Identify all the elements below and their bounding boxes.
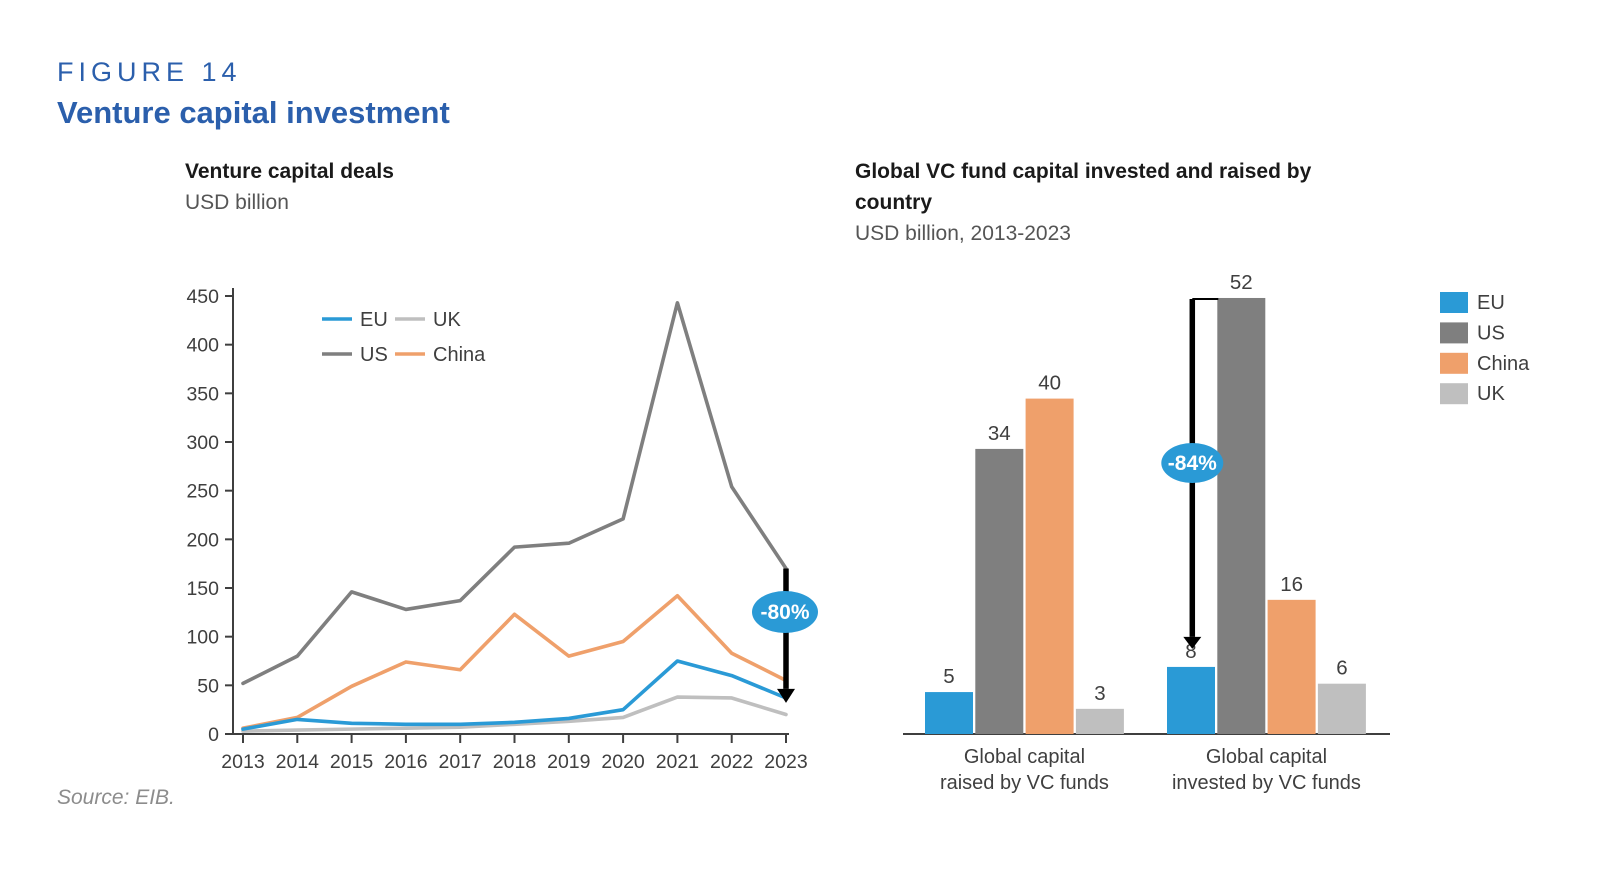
bar-US-group1 [1217, 297, 1266, 734]
legend-swatch-EU [1440, 292, 1468, 313]
bar-US-group0 [975, 448, 1024, 734]
legend-swatch-UK [1440, 383, 1468, 405]
bar-China-group1 [1267, 599, 1316, 734]
decline-arrowhead [777, 688, 795, 703]
bar-value-EU-group0: 5 [943, 665, 954, 688]
y-tick-label: 250 [186, 481, 219, 503]
legend-swatch-US [1440, 322, 1468, 344]
bar-chart-subtitle: USD billion, 2013-2023 [855, 222, 1071, 245]
y-tick-label: 300 [186, 432, 219, 454]
bar-chart: 5 8 34 52 40 16 3 6 Global capital raised by VC f… [903, 271, 1530, 794]
legend-label-China: China [1477, 353, 1530, 375]
line-chart-title: Venture capital deals [185, 160, 394, 183]
figure-label: FIGURE 14 [57, 57, 242, 87]
x-tick-label: 2020 [601, 751, 645, 773]
legend-label-US: US [1477, 322, 1505, 344]
x-tick-label: 2018 [493, 751, 536, 773]
y-tick-label: 200 [186, 529, 219, 551]
bar-chart-title: Global VC fund capital invested and rais… [855, 160, 1312, 214]
line-chart-subtitle: USD billion [185, 191, 289, 214]
bar-UK-group1 [1317, 683, 1366, 734]
bar-chart-header: Global VC fund capital invested and rais… [855, 156, 1333, 249]
y-tick-label: 50 [197, 675, 219, 697]
legend-swatch-China [1440, 352, 1468, 374]
legend-label-UK: UK [1477, 383, 1505, 405]
legend-label-EU: EU [360, 309, 388, 331]
bar-value-US-group1: 52 [1230, 271, 1253, 294]
bar-value-EU-group1: 8 [1185, 640, 1196, 663]
category-label-0-line0: Global capital [964, 746, 1085, 768]
y-tick-label: 100 [186, 627, 219, 649]
legend-label-UK: UK [433, 309, 461, 331]
x-tick-label: 2021 [656, 751, 699, 773]
x-tick-label: 2023 [764, 751, 807, 773]
line-chart: 0 50 100 150 200 250 300 350 400 450 2013 2014 2015 2… [186, 286, 818, 773]
x-tick-label: 2022 [710, 751, 753, 773]
x-tick-label: 2015 [330, 751, 374, 773]
annotation-label: -84% [1168, 452, 1217, 475]
annotation-label: -80% [760, 601, 809, 624]
bar-UK-group0 [1075, 708, 1124, 734]
source-note: Source: EIB. [57, 786, 175, 809]
figure-title: Venture capital investment [57, 95, 450, 130]
bar-value-US-group0: 34 [988, 422, 1011, 445]
line-series-US [241, 301, 788, 686]
y-tick-label: 350 [186, 383, 219, 405]
decline-arrowhead [1183, 636, 1202, 649]
y-tick-label: 450 [186, 286, 219, 308]
annotation-ellipse [1161, 443, 1224, 483]
line-chart-header: Venture capital deals USD billion [185, 156, 394, 218]
category-label-1-line0: Global capital [1206, 746, 1327, 768]
bar-value-UK-group1: 6 [1336, 657, 1347, 680]
legend-label-EU: EU [1477, 292, 1505, 314]
x-tick-label: 2019 [547, 751, 590, 773]
legend-label-China: China [433, 344, 486, 366]
category-label-0-line1: raised by VC funds [940, 772, 1109, 794]
category-label-1-line1: invested by VC funds [1172, 772, 1361, 794]
line-series-UK [241, 695, 788, 733]
bar-EU-group0 [925, 692, 973, 734]
x-tick-label: 2014 [276, 751, 320, 773]
bar-China-group0 [1025, 398, 1074, 734]
x-tick-label: 2017 [439, 751, 482, 773]
annotation-ellipse [752, 591, 818, 633]
bar-value-China-group1: 16 [1280, 573, 1303, 596]
y-tick-label: 0 [208, 724, 219, 746]
x-tick-label: 2016 [384, 751, 427, 773]
line-series-EU [241, 659, 788, 731]
x-tick-label: 2013 [221, 751, 264, 773]
bar-value-China-group0: 40 [1038, 372, 1061, 395]
line-series-China [241, 593, 788, 730]
bar-EU-group1 [1167, 666, 1215, 734]
legend-label-US: US [360, 344, 388, 366]
y-tick-label: 400 [186, 335, 219, 357]
y-tick-label: 150 [186, 578, 219, 600]
bar-value-UK-group0: 3 [1094, 682, 1105, 705]
